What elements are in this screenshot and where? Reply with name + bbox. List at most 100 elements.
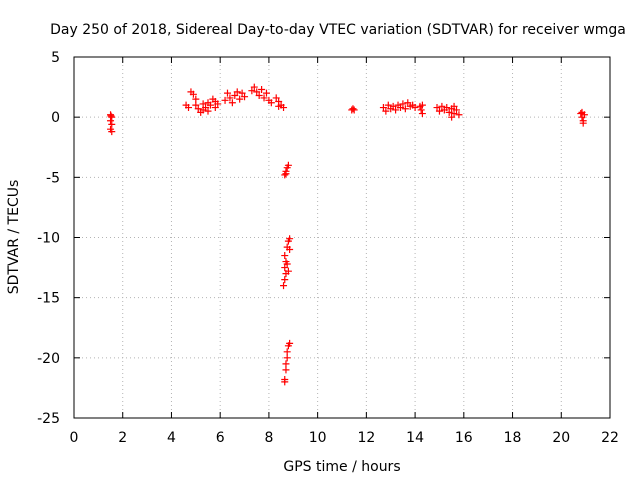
data-point [433, 104, 441, 112]
data-point [450, 102, 458, 110]
data-point [204, 107, 212, 115]
data-point [231, 92, 239, 100]
data-point [281, 264, 289, 272]
y-tick-labels: 5 0 -5 -10 -15 -20 -25 [37, 50, 60, 427]
data-point [281, 252, 289, 260]
data-point [401, 105, 409, 113]
data-point [238, 89, 246, 97]
data-point [399, 100, 407, 108]
data-point [443, 104, 451, 112]
data-point [448, 113, 456, 121]
data-point [272, 94, 280, 102]
grid-layer [74, 57, 610, 418]
data-point [349, 105, 357, 113]
data-point [233, 88, 241, 96]
data-point [226, 94, 234, 102]
data-point [214, 100, 222, 108]
data-point [281, 171, 289, 179]
data-point [202, 104, 210, 112]
y-tick-label: -5 [46, 170, 60, 186]
data-point [389, 102, 397, 110]
data-point [275, 102, 283, 110]
y-tick-label: -20 [37, 351, 60, 367]
x-tick-label: 14 [406, 430, 424, 446]
data-point [255, 92, 263, 100]
data-point [392, 106, 400, 114]
x-tick-label: 0 [70, 430, 79, 446]
data-point [418, 101, 426, 109]
data-point [221, 96, 229, 104]
x-tick-label: 8 [264, 430, 273, 446]
data-point [108, 128, 116, 136]
data-point [411, 104, 419, 112]
data-point [260, 94, 268, 102]
data-point [418, 110, 426, 118]
data-point [107, 112, 115, 120]
data-points [107, 83, 588, 386]
data-point [382, 107, 390, 115]
data-point [199, 100, 207, 108]
data-point [192, 95, 200, 103]
data-point [241, 93, 249, 101]
data-point [578, 108, 586, 116]
data-point [280, 104, 288, 112]
y-tick-label: 0 [51, 110, 60, 126]
x-tick-label: 4 [167, 430, 176, 446]
data-point [281, 378, 289, 386]
data-point [417, 106, 425, 114]
data-point [379, 104, 387, 112]
x-tick-label: 22 [601, 430, 619, 446]
x-tick-label: 16 [455, 430, 473, 446]
data-point [283, 354, 291, 362]
data-point [108, 120, 116, 128]
data-point [396, 104, 404, 112]
data-point [286, 246, 294, 254]
data-point [579, 119, 587, 127]
data-point [223, 89, 231, 97]
x-tick-label: 20 [552, 430, 570, 446]
data-point [438, 102, 446, 110]
data-point [280, 282, 288, 290]
data-point [108, 113, 116, 121]
data-point [404, 99, 412, 107]
y-tick-label: -10 [37, 231, 60, 247]
data-point [435, 107, 443, 115]
data-point [577, 110, 585, 118]
data-point [281, 276, 289, 284]
data-point [284, 267, 292, 275]
x-tick-label: 18 [504, 430, 522, 446]
y-axis-label: SDTVAR / TECUs [6, 180, 22, 295]
data-point [455, 111, 463, 119]
data-point [384, 101, 392, 109]
x-tick-label: 12 [357, 430, 375, 446]
data-point [228, 99, 236, 107]
data-point [453, 106, 461, 114]
data-point [286, 339, 294, 347]
data-point [206, 101, 214, 109]
data-point [350, 106, 358, 114]
data-point [211, 104, 219, 112]
data-point [282, 360, 290, 368]
data-point [192, 101, 200, 109]
data-point [282, 170, 290, 178]
data-point [445, 108, 453, 116]
y-tick-label: 5 [51, 50, 60, 66]
data-point [258, 85, 266, 93]
data-point [283, 348, 291, 356]
data-point [248, 87, 256, 95]
y-tick-label: -25 [37, 411, 60, 427]
data-point [450, 110, 458, 118]
data-point [262, 89, 270, 97]
data-point [236, 95, 244, 103]
x-tick-labels: 0 2 4 6 8 10 12 14 16 18 20 22 [70, 430, 619, 446]
data-point [284, 161, 292, 169]
tick-layer [73, 56, 611, 419]
chart-title: Day 250 of 2018, Sidereal Day-to-day VTE… [50, 22, 626, 38]
y-tick-label: -15 [37, 291, 60, 307]
data-point [283, 260, 291, 268]
data-point [185, 104, 193, 112]
x-tick-label: 6 [216, 430, 225, 446]
data-point [286, 235, 294, 243]
x-tick-label: 2 [118, 430, 127, 446]
